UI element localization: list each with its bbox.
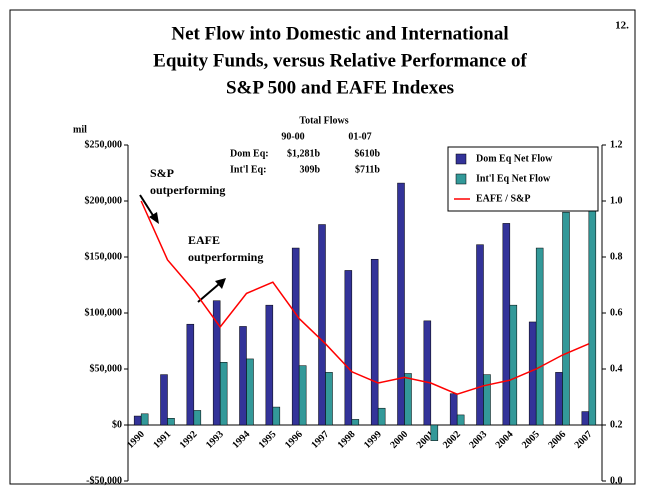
bar [476, 244, 484, 426]
y2-tick-label: 0.8 [610, 251, 623, 262]
bar [562, 211, 570, 426]
chart-title: S&P 500 and EAFE Indexes [226, 77, 454, 98]
bar [351, 419, 360, 426]
table-cell: $610b [354, 148, 380, 159]
table-cell: Int'l Eq: [230, 164, 266, 175]
y-tick-label: $150,000 [85, 251, 123, 262]
bar [423, 320, 432, 426]
bar [483, 374, 491, 426]
annotation: S&P [150, 166, 174, 180]
table-cell: $1,281b [287, 148, 321, 159]
bar [377, 407, 386, 426]
bar [370, 258, 379, 426]
y2-tick-label: 0.0 [610, 475, 623, 486]
bar [449, 393, 458, 426]
chart-title: Net Flow into Domestic and International [171, 23, 508, 44]
bar [272, 406, 281, 426]
legend-swatch [455, 173, 467, 185]
line [140, 200, 590, 395]
y2-tick-label: 0.6 [610, 307, 623, 318]
legend-swatch [455, 153, 467, 165]
bar [265, 304, 274, 426]
y-tick-label: $50,000 [90, 363, 123, 374]
y-tick-label: $0 [112, 419, 122, 430]
y2-tick-label: 1.2 [610, 139, 623, 150]
table-header: 01-07 [348, 131, 371, 142]
table-cell: Dom Eq: [230, 148, 269, 159]
bar [291, 247, 300, 426]
bar [186, 323, 195, 426]
legend-label: Dom Eq Net Flow [476, 153, 553, 164]
bar [509, 304, 518, 426]
legend-box [447, 146, 599, 212]
bar [140, 413, 149, 426]
bar [325, 372, 333, 426]
bar [193, 410, 202, 426]
table-header: 90-00 [281, 131, 304, 142]
annotation: outperforming [150, 183, 225, 197]
chart-title: Equity Funds, versus Relative Performanc… [153, 50, 527, 71]
y2-tick-label: 1.0 [610, 195, 623, 206]
arrow [139, 194, 155, 218]
legend-label: Int'l Eq Net Flow [476, 173, 551, 184]
bar [246, 358, 254, 426]
bar [588, 174, 597, 426]
bar [555, 372, 563, 426]
y-axis-label: mil [73, 124, 87, 135]
y-tick-label: $100,000 [85, 307, 123, 318]
annotation: outperforming [188, 250, 263, 264]
bar [318, 224, 326, 426]
bar [535, 247, 544, 426]
bar [528, 321, 537, 426]
bar [581, 411, 590, 426]
y2-tick-label: 0.4 [610, 363, 623, 374]
annotation: EAFE [188, 233, 220, 247]
bar [456, 414, 465, 426]
bar [239, 326, 247, 426]
table-cell: $711b [355, 164, 380, 175]
table-cell: 309b [299, 164, 320, 175]
page-number: 12. [615, 20, 629, 32]
bar [160, 374, 168, 426]
y2-tick-label: 0.2 [610, 419, 623, 430]
arrow-head [215, 278, 226, 289]
bar [219, 362, 228, 426]
bar [502, 223, 511, 426]
legend-label: EAFE / S&P [476, 193, 530, 204]
y-tick-label: -$50,000 [86, 475, 122, 486]
y-tick-label: $200,000 [85, 195, 123, 206]
bar [404, 373, 412, 426]
bar [430, 424, 439, 441]
bar [397, 182, 405, 426]
arrow-head [149, 212, 159, 224]
bar [344, 270, 353, 426]
arrow [197, 283, 220, 303]
y-tick-label: $250,000 [85, 139, 123, 150]
bar [133, 415, 142, 426]
table-title: Total Flows [299, 115, 348, 126]
bar [167, 418, 175, 426]
bar [298, 365, 307, 426]
